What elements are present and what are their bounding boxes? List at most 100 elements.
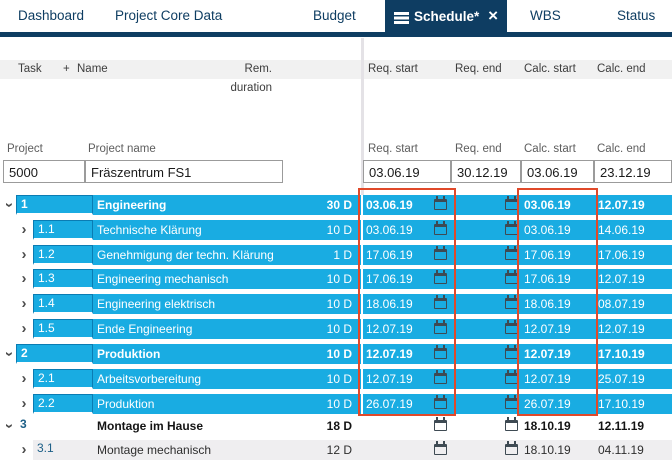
calc-start-cell[interactable]: 12.07.19 xyxy=(524,372,571,386)
task-row[interactable]: › 1.5 Ende Engineering 10 D 12.07.19 12.07.19… xyxy=(0,319,672,339)
rem-duration-cell[interactable]: 30 D xyxy=(326,198,352,212)
calc-end-cell[interactable]: 12.11.19 xyxy=(598,419,645,433)
req-start-calendar-icon[interactable] xyxy=(434,320,447,334)
tab-budget[interactable]: Budget xyxy=(313,0,356,32)
task-row[interactable]: › 3.1 Montage mechanisch 12 D 18.10.19 04.11.… xyxy=(0,440,672,460)
calc-start-cell[interactable]: 26.07.19 xyxy=(524,397,571,411)
req-end-calendar-icon[interactable] xyxy=(505,196,518,210)
task-name-cell[interactable]: Produktion xyxy=(97,347,161,361)
calc-end-cell[interactable]: 12.07.19 xyxy=(598,272,645,286)
task-name-cell[interactable]: Produktion xyxy=(97,397,155,411)
col-header-name[interactable]: Name xyxy=(77,63,108,75)
task-id-cell[interactable]: 2 xyxy=(16,344,93,364)
req-end-calendar-icon[interactable] xyxy=(505,221,518,235)
task-name-cell[interactable]: Ende Engineering xyxy=(97,322,193,336)
req-start-calendar-icon[interactable] xyxy=(434,395,447,409)
rem-duration-cell[interactable]: 1 D xyxy=(333,248,352,262)
chevron-right-icon[interactable]: › xyxy=(21,441,27,458)
task-row[interactable]: › 2.1 Arbeitsvorbereitung 10 D 12.07.19 12.07… xyxy=(0,369,672,389)
project-req-end-field[interactable]: 30.12.19 xyxy=(451,160,521,183)
tab-schedule[interactable]: Schedule* × xyxy=(385,0,507,37)
req-end-calendar-icon[interactable] xyxy=(505,417,518,431)
calc-start-cell[interactable]: 03.06.19 xyxy=(524,223,571,237)
req-start-calendar-icon[interactable] xyxy=(434,441,447,455)
req-end-calendar-icon[interactable] xyxy=(505,395,518,409)
task-id-cell[interactable]: 1.4 xyxy=(33,294,93,314)
req-start-calendar-icon[interactable] xyxy=(434,345,447,359)
task-name-cell[interactable]: Montage mechanisch xyxy=(97,443,212,457)
task-id-cell[interactable]: 1.1 xyxy=(33,220,93,240)
req-start-cell[interactable]: 03.06.19 xyxy=(366,198,413,212)
calc-end-cell[interactable]: 17.10.19 xyxy=(598,347,645,361)
close-tab-icon[interactable]: × xyxy=(488,6,498,25)
calc-end-cell[interactable]: 17.10.19 xyxy=(598,397,645,411)
project-name-field[interactable]: Fräszentrum FS1 xyxy=(85,160,283,183)
task-row[interactable]: › 1 Engineering 30 D 03.06.19 03.06.19 12.07.1… xyxy=(0,195,672,215)
task-id-cell[interactable]: 2.2 xyxy=(33,394,93,414)
req-start-cell[interactable]: 26.07.19 xyxy=(366,397,413,411)
col-header-calc-end[interactable]: Calc. end xyxy=(597,63,646,75)
req-start-calendar-icon[interactable] xyxy=(434,417,447,431)
project-calc-start-field[interactable]: 03.06.19 xyxy=(521,160,594,183)
col-header-calc-start[interactable]: Calc. start xyxy=(524,63,576,75)
req-start-cell[interactable]: 17.06.19 xyxy=(366,248,413,262)
rem-duration-cell[interactable]: 10 D xyxy=(326,347,352,361)
calc-start-cell[interactable]: 03.06.19 xyxy=(524,198,571,212)
task-row[interactable]: › 2 Produktion 10 D 12.07.19 12.07.19 17.10.19 xyxy=(0,344,672,364)
task-id-cell[interactable]: 2.1 xyxy=(33,369,93,389)
req-start-cell[interactable]: 17.06.19 xyxy=(366,272,413,286)
task-name-cell[interactable]: Arbeitsvorbereitung xyxy=(97,372,202,386)
req-start-cell[interactable]: 12.07.19 xyxy=(366,322,413,336)
col-header-task[interactable]: Task xyxy=(18,63,42,75)
calc-end-cell[interactable]: 04.11.19 xyxy=(598,443,644,457)
rem-duration-cell[interactable]: 18 D xyxy=(326,419,352,433)
calc-start-cell[interactable]: 12.07.19 xyxy=(524,322,571,336)
rem-duration-cell[interactable]: 10 D xyxy=(326,297,352,311)
chevron-right-icon[interactable]: › xyxy=(21,370,27,387)
calc-end-cell[interactable]: 25.07.19 xyxy=(598,372,645,386)
req-end-calendar-icon[interactable] xyxy=(505,270,518,284)
req-start-calendar-icon[interactable] xyxy=(434,246,447,260)
req-start-cell[interactable]: 18.06.19 xyxy=(366,297,413,311)
calc-end-cell[interactable]: 12.07.19 xyxy=(598,322,645,336)
rem-duration-cell[interactable]: 12 D xyxy=(326,443,352,457)
col-header-req-end[interactable]: Req. end xyxy=(455,63,502,75)
add-column-icon[interactable]: + xyxy=(63,63,70,75)
req-end-calendar-icon[interactable] xyxy=(505,441,518,455)
task-name-cell[interactable]: Genehmigung der techn. Klärung xyxy=(97,248,274,262)
col-header-rem-duration[interactable]: Rem. duration xyxy=(230,63,272,94)
task-row[interactable]: › 1.1 Technische Klärung 10 D 03.06.19 03.06.… xyxy=(0,220,672,240)
chevron-right-icon[interactable]: › xyxy=(21,246,27,263)
chevron-right-icon[interactable]: › xyxy=(21,395,27,412)
req-end-calendar-icon[interactable] xyxy=(505,370,518,384)
calc-end-cell[interactable]: 12.07.19 xyxy=(598,198,645,212)
chevron-right-icon[interactable]: › xyxy=(21,320,27,337)
task-id-cell[interactable]: 1.2 xyxy=(33,245,93,265)
chevron-right-icon[interactable]: › xyxy=(21,270,27,287)
req-start-cell[interactable]: 12.07.19 xyxy=(366,347,413,361)
task-row[interactable]: › 1.3 Engineering mechanisch 10 D 17.06.19 17… xyxy=(0,269,672,289)
pane-divider[interactable] xyxy=(361,38,364,195)
project-id-field[interactable]: 5000 xyxy=(3,160,85,183)
calc-start-cell[interactable]: 18.10.19 xyxy=(524,443,571,457)
calc-end-cell[interactable]: 14.06.19 xyxy=(598,223,645,237)
task-name-cell[interactable]: Engineering mechanisch xyxy=(97,272,229,286)
calc-start-cell[interactable]: 17.06.19 xyxy=(524,248,571,262)
calc-end-cell[interactable]: 17.06.19 xyxy=(598,248,645,262)
req-start-calendar-icon[interactable] xyxy=(434,370,447,384)
calc-end-cell[interactable]: 08.07.19 xyxy=(598,297,645,311)
req-end-calendar-icon[interactable] xyxy=(505,345,518,359)
rem-duration-cell[interactable]: 10 D xyxy=(326,397,352,411)
tab-wbs[interactable]: WBS xyxy=(530,0,561,32)
project-calc-end-field[interactable]: 23.12.19 xyxy=(594,160,672,183)
task-row[interactable]: › 3 Montage im Hause 18 D 18.10.19 12.11.19 xyxy=(0,416,672,436)
rem-duration-cell[interactable]: 10 D xyxy=(326,223,352,237)
req-start-cell[interactable]: 03.06.19 xyxy=(366,223,413,237)
project-req-start-field[interactable]: 03.06.19 xyxy=(363,160,451,183)
task-row[interactable]: › 2.2 Produktion 10 D 26.07.19 26.07.19 17.10.… xyxy=(0,394,672,414)
task-name-cell[interactable]: Technische Klärung xyxy=(97,223,202,237)
rem-duration-cell[interactable]: 10 D xyxy=(326,372,352,386)
tab-status[interactable]: Status xyxy=(617,0,655,32)
calc-start-cell[interactable]: 18.10.19 xyxy=(524,419,571,433)
calc-start-cell[interactable]: 17.06.19 xyxy=(524,272,571,286)
